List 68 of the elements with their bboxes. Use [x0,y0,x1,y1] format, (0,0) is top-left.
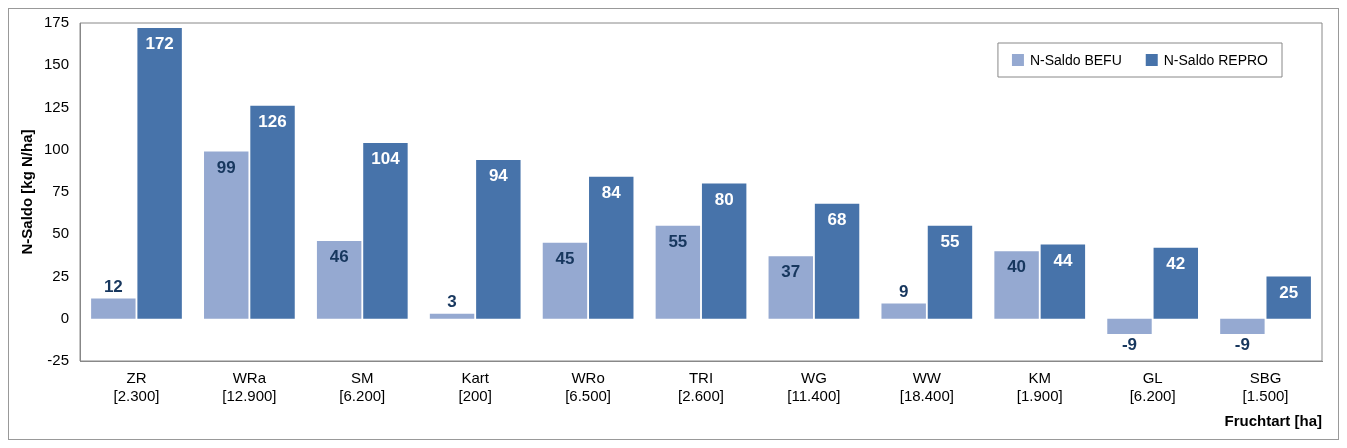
data-label: 55 [668,231,688,251]
data-label: 25 [1279,282,1299,302]
data-label: 37 [781,262,801,282]
bar [768,256,813,319]
y-tick-label: 50 [52,224,70,242]
y-axis-title: N-Saldo [kg N/ha] [18,129,36,255]
data-label: 172 [145,34,174,54]
y-tick-label: 25 [52,266,70,284]
bar [204,151,249,319]
legend-label: N-Saldo REPRO [1163,51,1269,68]
x-tick-label: Kart [200] [458,369,492,405]
bar [429,313,475,319]
bar [250,105,295,319]
legend-label: N-Saldo BEFU [1029,51,1122,68]
bar [476,159,521,319]
data-label: 80 [714,189,734,209]
x-tick-label: KM [1.900] [1016,369,1063,405]
data-label: 9 [898,281,909,301]
bar [994,251,1039,319]
bar [137,28,182,319]
bar [91,298,136,319]
data-label: -9 [1234,335,1250,355]
bar [1040,244,1086,319]
data-label: 84 [601,182,622,202]
x-tick-label: SM [6.200] [339,369,386,405]
data-label: 99 [216,157,236,177]
y-tick-label: 75 [52,182,70,200]
x-tick-label: WRo [6.500] [565,369,612,405]
bar [1266,276,1311,319]
bar [589,176,634,319]
data-label: 104 [371,149,401,169]
data-label: -9 [1121,335,1138,355]
x-tick-label: WG [11.400] [787,369,841,405]
data-label: 3 [447,291,457,311]
data-label: 40 [1007,257,1027,277]
bar [542,242,588,319]
bar [701,183,747,319]
bar [881,303,926,319]
y-tick-label: -25 [47,351,70,369]
bar [655,225,701,319]
y-tick-label: 0 [60,308,70,326]
bar [927,225,973,319]
bar [814,203,860,319]
bar [363,142,408,319]
data-label: 45 [555,248,575,268]
data-label: 94 [488,166,509,186]
x-tick-label: WW [18.400] [899,369,954,405]
data-label: 68 [827,210,847,230]
x-tick-label: SBG [1.500] [1242,369,1289,405]
bar [1153,247,1199,319]
x-tick-label: ZR [2.300] [113,369,160,405]
bar [316,241,362,319]
data-label: 44 [1053,250,1073,270]
y-tick-label: 175 [44,13,70,31]
x-axis-title: Fruchtart [ha] [1224,412,1322,430]
data-label: 126 [258,112,287,131]
y-tick-label: 100 [44,139,70,157]
y-tick-label: 150 [44,55,70,73]
bar [1220,318,1265,334]
data-label: 46 [329,247,349,267]
data-label: 55 [940,231,960,251]
data-label: 42 [1166,253,1186,273]
y-tick-label: 125 [44,97,70,115]
x-tick-label: TRI [2.600] [678,369,724,405]
x-tick-label: WRa [12.900] [222,369,277,405]
bar [1107,318,1152,334]
data-label: 12 [103,276,123,296]
x-tick-label: GL [6.200] [1129,369,1176,405]
